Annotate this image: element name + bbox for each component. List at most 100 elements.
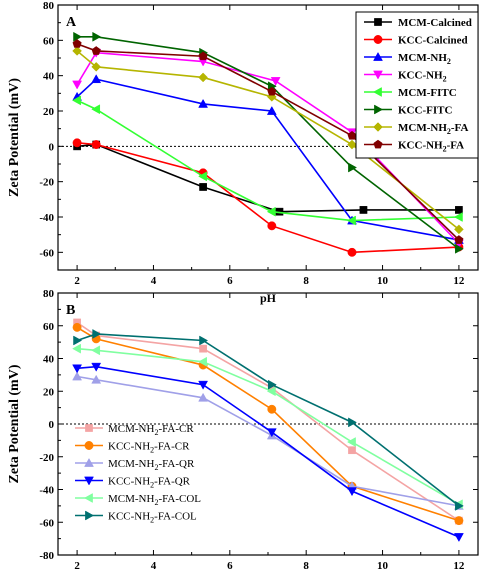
data-point: [91, 140, 101, 150]
legend-marker: [374, 104, 384, 115]
legend-marker: [84, 476, 94, 486]
legend-marker: [373, 139, 383, 149]
legend-marker: [373, 70, 383, 80]
legend-label: KCC-NH2-FA-QR: [108, 476, 191, 490]
legend-marker: [374, 18, 382, 26]
data-point: [198, 51, 208, 61]
series-line: [76, 321, 460, 522]
x-tick-label: 8: [303, 275, 309, 287]
data-point: [92, 329, 102, 339]
data-point: [92, 31, 102, 42]
data-point: [347, 130, 357, 140]
data-point: [267, 379, 277, 390]
y-tick-label: 80: [43, 0, 55, 12]
legend-entry: KCC-NH2-FA: [364, 140, 464, 154]
data-point: [91, 46, 101, 55]
legend-marker: [372, 87, 382, 97]
legend-entry: MCM-NH2-FA-CR: [75, 423, 194, 437]
legend-label: MCM-Calcined: [398, 17, 472, 29]
data-point: [72, 371, 83, 381]
data-point: [267, 221, 277, 231]
x-tick-label: 10: [377, 560, 389, 572]
series-kcc-nh2-fa-col: [73, 329, 464, 511]
y-tick-label: 60: [43, 321, 55, 333]
x-tick-label: 2: [74, 275, 80, 287]
data-point: [72, 39, 82, 48]
data-point: [454, 235, 464, 244]
legend-label: MCM-NH2: [398, 52, 451, 66]
series-kcc-nh2-fa-qr: [72, 362, 464, 543]
legend-entry: MCM-NH2-FA: [364, 122, 468, 136]
legend-label: KCC-NH2: [398, 70, 447, 84]
legend-label: MCM-NH2-FA-COL: [108, 493, 201, 507]
y-tick-label: 40: [43, 354, 55, 366]
legend-label: KCC-Calcined: [398, 35, 468, 47]
panel-label: A: [66, 15, 77, 30]
legend-label: KCC-NH2-FA-COL: [108, 511, 197, 525]
legend-marker: [83, 493, 93, 503]
series-mcm-fitc: [72, 95, 463, 226]
data-point: [198, 98, 209, 108]
y-tick-label: 40: [43, 71, 55, 83]
data-point: [73, 31, 83, 42]
data-point: [453, 212, 463, 222]
data-point: [91, 104, 101, 115]
data-point: [91, 374, 102, 384]
legend-marker: [85, 510, 95, 521]
series-mcm-nh2-fa-col: [72, 343, 463, 510]
legend-entry: KCC-FITC: [364, 105, 452, 117]
y-tick-label: 0: [49, 141, 55, 153]
y-tick-label: -60: [39, 517, 54, 529]
data-point: [72, 343, 81, 354]
y-tick-label: 80: [43, 288, 55, 300]
legend-marker: [373, 51, 383, 61]
data-point: [199, 183, 207, 191]
data-point: [266, 386, 276, 397]
x-tick-label: 12: [453, 275, 465, 287]
legend-marker: [373, 35, 383, 44]
x-axis-label: pH: [260, 291, 277, 305]
legend-label: KCC-NH2-FA: [398, 140, 464, 154]
data-point: [266, 206, 276, 217]
data-point: [198, 392, 209, 402]
data-point: [199, 335, 209, 346]
x-tick-label: 10: [377, 275, 389, 287]
legend-label: KCC-FITC: [398, 105, 452, 117]
y-tick-label: -60: [39, 247, 54, 259]
data-point: [72, 364, 83, 374]
data-point: [91, 61, 102, 72]
y-tick-label: -20: [39, 177, 54, 189]
legend-label: MCM-NH2-FA-QR: [108, 458, 195, 472]
data-point: [91, 74, 102, 84]
legend-label: MCM-NH2-FA-CR: [108, 423, 194, 437]
legend-entry: MCM-Calcined: [364, 17, 472, 29]
data-point: [348, 417, 358, 428]
data-point: [346, 437, 356, 447]
data-point: [348, 162, 358, 173]
series-line: [76, 375, 460, 507]
data-point: [72, 46, 82, 56]
legend-marker: [84, 457, 94, 467]
x-tick-label: 2: [74, 560, 80, 572]
data-point: [199, 344, 207, 353]
data-point: [347, 487, 357, 497]
data-point: [270, 77, 281, 86]
y-tick-label: -80: [39, 550, 54, 562]
y-tick-label: 0: [49, 419, 55, 431]
legend-entry: KCC-NH2-FA-CR: [75, 441, 190, 455]
legend-entry: MCM-NH2-FA-QR: [75, 457, 195, 472]
data-point: [455, 243, 464, 254]
x-tick-label: 4: [151, 275, 157, 287]
data-point: [359, 206, 368, 214]
legend: MCM-NH2-FA-CR KCC-NH2-FA-CR MCM-NH2-FA-QR K…: [75, 423, 201, 525]
data-point: [455, 206, 463, 214]
y-tick-label: 60: [43, 35, 55, 47]
y-tick-label: -40: [39, 485, 54, 497]
y-axis-label: Zeta Potential (mV): [7, 364, 22, 483]
legend-entry: KCC-NH2-FA-QR: [75, 476, 191, 490]
series-line: [77, 365, 460, 538]
legend-marker: [85, 424, 93, 432]
data-point: [454, 224, 464, 235]
legend-label: MCM-NH2-FA: [398, 122, 468, 136]
